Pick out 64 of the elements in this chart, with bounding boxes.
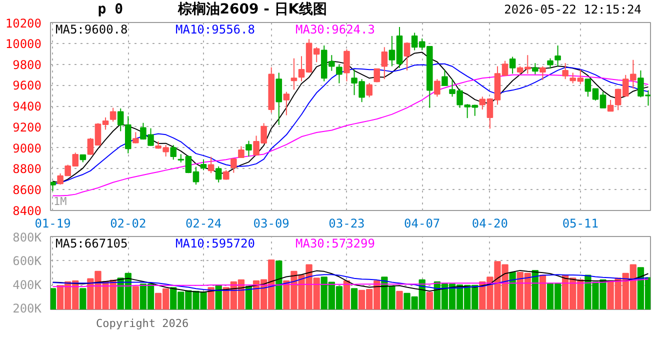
x-tick-label: 04-07: [404, 216, 440, 230]
candlestick: [238, 146, 244, 158]
candlestick: [230, 158, 237, 174]
x-tick-label: 04-20: [472, 216, 508, 230]
y-tick-label: 800K: [12, 230, 42, 244]
candlestick: [381, 46, 388, 80]
candlestick: [170, 144, 177, 160]
x-tick-label: 02-24: [185, 216, 222, 230]
candlestick: [374, 68, 380, 83]
text: MA5:9600.8: [56, 22, 128, 36]
y-tick-label: 200K: [12, 302, 42, 316]
text: 2026-05-22 12:15:24: [504, 2, 642, 16]
x-tick-label: 03-09: [253, 216, 290, 230]
line-series: [52, 278, 649, 288]
y-tick-label: 9600: [12, 78, 42, 93]
candlestick: [509, 56, 516, 74]
x-tick-label: 05-11: [562, 216, 598, 230]
candlestick: [532, 62, 538, 75]
text: MA30:9624.3: [296, 22, 375, 36]
candlestick: [562, 62, 568, 80]
candlestick: [246, 140, 252, 157]
line-series: [52, 274, 649, 291]
candlestick: [366, 82, 372, 98]
x-tick-label: 01-19: [34, 216, 71, 230]
candlestick: [442, 70, 448, 86]
y-tick-label: 9000: [12, 141, 42, 156]
x-tick-label: 02-02: [110, 216, 146, 230]
y-tick-label: 10200: [5, 16, 42, 30]
candlestick: [276, 72, 282, 126]
candlestick: [547, 58, 554, 70]
y-tick-label: 10000: [5, 36, 42, 51]
candlestick: [290, 58, 298, 90]
text: MA10:9556.8: [176, 22, 255, 36]
candlestick: [208, 156, 214, 174]
text: MA10:595720: [176, 236, 255, 250]
y-tick-label: 8600: [12, 183, 42, 198]
candlestick: [336, 64, 342, 84]
candlestick: [132, 132, 139, 144]
y-tick-label: 8800: [12, 162, 42, 176]
candlestick: [110, 107, 116, 122]
candlestick: [283, 91, 290, 116]
candlestick: [344, 48, 350, 82]
text: p 0: [98, 2, 124, 18]
candlestick: [540, 66, 546, 81]
y-tick-label: 600K: [12, 254, 42, 268]
text: MA30:573299: [296, 236, 375, 250]
y-tick-label: 400K: [12, 278, 42, 292]
y-tick-label: 9200: [12, 120, 42, 134]
x-tick-label: 03-23: [328, 216, 365, 230]
candlestick: [607, 99, 614, 112]
candlestick: [200, 158, 207, 171]
y-tick-label: 8400: [12, 204, 42, 218]
text: Copyright 2026: [96, 317, 189, 330]
candlestick: [434, 78, 440, 98]
candlestick: [50, 180, 56, 192]
candlestick: [215, 166, 222, 183]
y-tick-label: 9800: [12, 58, 42, 72]
annotation: 1M: [54, 195, 68, 208]
candlestick: [404, 42, 410, 71]
candlestick: [222, 170, 230, 180]
candlestick: [554, 44, 561, 67]
y-tick-label: 9400: [12, 100, 42, 114]
chart-title: 棕榈油2609 - 日K线图: [176, 0, 328, 18]
text: MA5:667105: [56, 236, 128, 250]
